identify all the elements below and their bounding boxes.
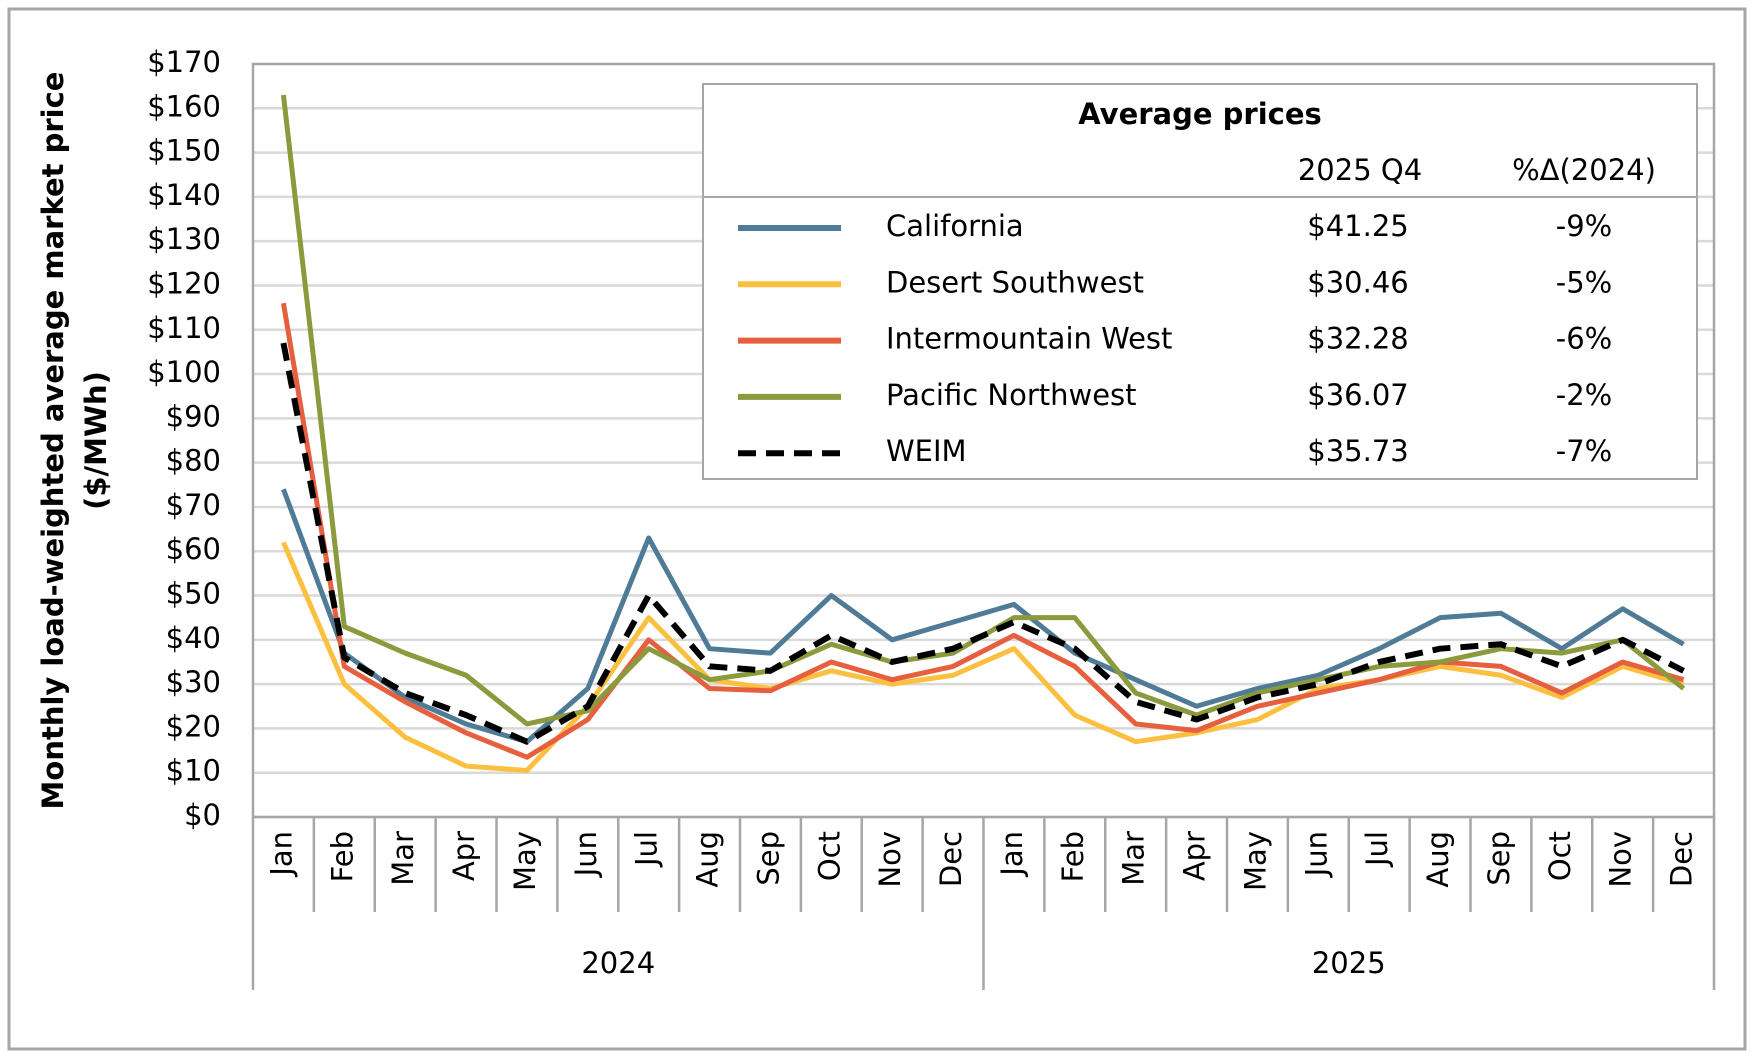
legend-change: -6% <box>1556 322 1612 356</box>
x-tick-label: Mar <box>1117 831 1151 886</box>
legend-value: $35.73 <box>1307 434 1408 468</box>
x-tick-label: May <box>508 831 542 891</box>
x-tick-label: Aug <box>691 831 725 888</box>
legend-label: Desert Southwest <box>886 265 1144 299</box>
legend-title: Average prices <box>1078 97 1322 131</box>
x-tick-label: Sep <box>1482 831 1516 886</box>
x-tick-label: Nov <box>1604 831 1638 888</box>
y-tick-label: $80 <box>166 444 221 478</box>
y-tick-label: $160 <box>147 89 221 123</box>
legend-change: -7% <box>1556 434 1612 468</box>
x-tick-label: Jun <box>1299 831 1333 878</box>
legend-value: $30.46 <box>1307 265 1408 299</box>
y-tick-label: $10 <box>166 754 221 788</box>
y-axis-label: Monthly load-weighted average market pri… <box>36 72 70 810</box>
y-axis-label: ($/MWh) <box>79 371 113 510</box>
x-tick-label: Jul <box>630 831 664 868</box>
legend-box <box>702 83 1698 480</box>
x-tick-label: Apr <box>1178 831 1212 881</box>
y-tick-label: $40 <box>166 621 221 655</box>
y-tick-label: $70 <box>166 488 221 522</box>
y-tick-label: $90 <box>166 399 221 433</box>
x-tick-label: Mar <box>386 831 420 886</box>
x-tick-label: Aug <box>1421 831 1455 888</box>
x-tick-label: Dec <box>1665 831 1699 887</box>
legend-column: %Δ(2024) <box>1512 153 1656 187</box>
legend-column: 2025 Q4 <box>1298 153 1422 187</box>
y-tick-label: $20 <box>166 709 221 743</box>
series-line <box>280 342 1685 745</box>
legend-label: Pacific Northwest <box>886 378 1137 412</box>
y-tick-label: $60 <box>166 532 221 566</box>
year-label: 2025 <box>1312 946 1386 980</box>
legend-value: $32.28 <box>1307 322 1408 356</box>
legend-label: Intermountain West <box>886 322 1172 356</box>
y-tick-label: $150 <box>147 134 221 168</box>
x-tick-label: Feb <box>325 831 359 882</box>
year-label: 2024 <box>581 946 655 980</box>
x-tick-label: Nov <box>873 831 907 888</box>
y-tick-label: $120 <box>147 266 221 300</box>
x-tick-label: Jul <box>1360 831 1394 868</box>
series-line <box>280 302 1685 760</box>
x-tick-label: Sep <box>751 831 785 886</box>
y-tick-label: $0 <box>184 798 221 832</box>
x-tick-label: Dec <box>934 831 968 887</box>
y-tick-label: $100 <box>147 355 221 389</box>
y-tick-label: $110 <box>147 311 221 345</box>
legend-label: WEIM <box>886 434 967 468</box>
x-tick-label: Jan <box>264 831 298 878</box>
legend-change: -9% <box>1556 209 1612 243</box>
y-tick-label: $170 <box>147 45 221 79</box>
x-tick-label: Jun <box>569 831 603 878</box>
x-tick-label: Apr <box>447 831 481 881</box>
legend-change: -5% <box>1556 265 1612 299</box>
legend-change: -2% <box>1556 378 1612 412</box>
x-tick-label: Jan <box>995 831 1029 878</box>
x-tick-label: May <box>1238 831 1272 891</box>
y-tick-label: $130 <box>147 222 221 256</box>
legend-value: $36.07 <box>1307 378 1408 412</box>
legend-value: $41.25 <box>1307 209 1408 243</box>
y-tick-label: $30 <box>166 665 221 699</box>
x-tick-label: Feb <box>1056 831 1090 882</box>
y-tick-label: $140 <box>147 178 221 212</box>
series-line <box>281 541 1685 773</box>
x-tick-label: Oct <box>812 831 846 881</box>
x-tick-label: Oct <box>1543 831 1577 881</box>
y-tick-label: $50 <box>166 577 221 611</box>
legend-label: California <box>886 209 1024 243</box>
